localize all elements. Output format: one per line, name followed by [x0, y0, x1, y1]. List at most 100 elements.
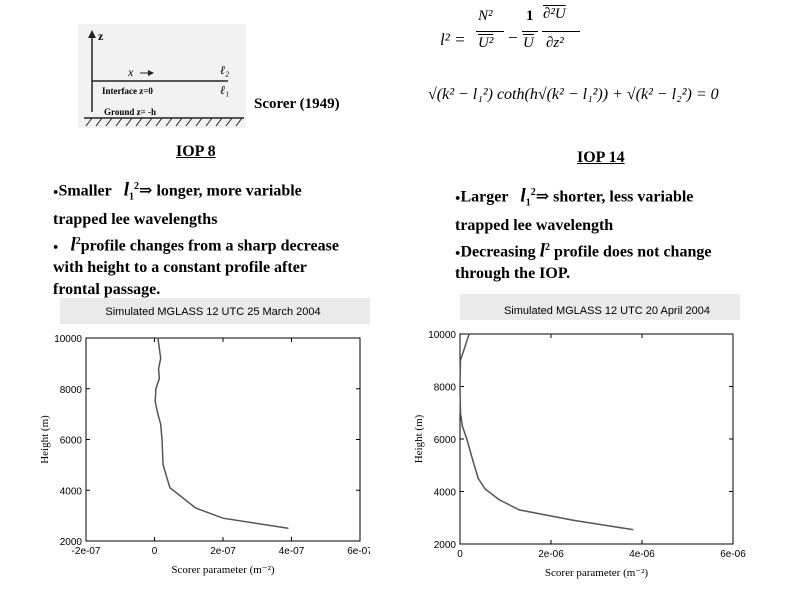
chart-title: Simulated MGLASS 12 UTC 20 April 2004: [504, 305, 710, 317]
y-axis-label: Height (m): [39, 415, 51, 464]
iop8-b2-sup: 2: [75, 235, 81, 247]
eq1-one: 1: [526, 8, 534, 24]
ground-hatching: [85, 117, 243, 127]
iop14-bullet-2-line2: through the IOP.: [455, 265, 571, 283]
iop14-b1-post: ⇒ shorter, less variable: [535, 188, 694, 206]
data-point: [287, 527, 289, 529]
iop14-bullet-1: ●Larger l12⇒ shorter, less variable: [455, 182, 785, 215]
data-point: [573, 519, 575, 521]
two-layer-sketch: z x ℓ₂ Interface z=0 ℓ₁ Ground z= -h: [78, 24, 246, 128]
data-point: [632, 528, 634, 531]
data-point: [459, 359, 462, 361]
chart-march: Simulated MGLASS 12 UTC 25 March 2004 -2…: [39, 298, 370, 576]
eq1-minus: −: [508, 28, 518, 47]
x-axis-label: Scorer parameter (m⁻²): [545, 567, 648, 579]
bullet-dot-icon: ●: [53, 241, 59, 252]
data-point: [468, 333, 470, 335]
iop8-b1-sup: 2: [134, 181, 140, 192]
iop8-b1-post: ⇒ longer, more variable: [139, 182, 302, 200]
data-point: [484, 488, 486, 490]
data-point: [155, 388, 157, 390]
data-point: [158, 378, 160, 380]
data-point: [461, 425, 463, 427]
data-point: [161, 438, 163, 441]
iop14-b1-sym: l: [520, 185, 526, 207]
iop8-b2-post: profile changes from a sharp decrease: [80, 236, 339, 254]
iop14-b1-pre: Larger: [460, 188, 509, 206]
data-point: [477, 477, 479, 479]
eq1-fraction-bar-1: [476, 31, 504, 32]
iop8-bullet-2-line3: frontal passage.: [53, 281, 161, 299]
y-tick-label: 6000: [60, 436, 83, 447]
y-tick-label: 2000: [434, 540, 457, 551]
plot-frame: [459, 333, 734, 545]
data-point: [498, 498, 500, 500]
data-point: [518, 509, 520, 511]
y-tick-label: 2000: [60, 537, 83, 548]
iop14-b1-sup: 2: [530, 187, 536, 198]
x-tick-label: 2e-06: [538, 549, 564, 560]
data-point: [154, 400, 156, 403]
bullet-dot-icon: ●: [455, 192, 461, 203]
eq1-u: U: [523, 35, 534, 51]
eq1-fraction-bar-3: [542, 31, 580, 32]
l2-label: ℓ₂: [220, 63, 229, 77]
y-tick-label: 4000: [60, 486, 83, 497]
y-tick-label: 10000: [428, 330, 456, 341]
y-tick-label: 10000: [54, 334, 82, 345]
data-point: [732, 333, 734, 335]
eq1-d2u: ∂²U: [543, 6, 566, 22]
data-point: [169, 487, 171, 489]
iop8-b2-sym: l: [70, 233, 76, 255]
data-point: [157, 337, 159, 339]
data-point: [466, 438, 468, 440]
data-point: [157, 413, 159, 415]
y-axis-label: Height (m): [413, 414, 425, 463]
plot-group: -2e-07 0 2e-07 4e-07 6e-07 2000 4000 6000 8000 10…: [39, 334, 370, 576]
data-point: [160, 423, 162, 425]
iop14-bullets: ●Larger l12⇒ shorter, less variable trap…: [455, 182, 785, 285]
iop14-bullet-1-line2: trapped lee wavelength: [455, 216, 614, 234]
data-point: [158, 367, 160, 370]
data-point: [459, 412, 462, 414]
iop8-b1-sym: l: [123, 179, 130, 201]
iop8-bullet-2: ● l2profile changes from a sharp decreas…: [53, 231, 398, 258]
iop14-bullet-2: ●Decreasing l2 profile does not change: [455, 237, 785, 264]
y-tick-label: 6000: [434, 435, 457, 446]
plot-frame: [85, 337, 361, 542]
iop14-b1-sub: 1: [525, 197, 531, 209]
eq1-lhs: l² =: [440, 30, 466, 49]
x-tick-label: 4e-06: [629, 549, 655, 560]
ground-label: Ground z= -h: [104, 107, 156, 117]
data-point: [222, 517, 224, 519]
x-axis-arrow: [148, 70, 154, 76]
x-tick-label: 0: [457, 549, 463, 560]
x-tick-label: 6e-07: [347, 546, 370, 557]
iop14-b2-post: profile does not change: [553, 242, 712, 260]
eq1-dz2: ∂z²: [546, 35, 564, 51]
z-axis-arrow: [88, 30, 96, 38]
data-point: [160, 357, 162, 359]
x-tick-label: 6e-06: [720, 549, 746, 560]
data-point: [162, 464, 164, 466]
iop14-b2-pre: Decreasing: [460, 242, 536, 260]
plot-group: 0 2e-06 4e-06 6e-06 2000 4000 6000 8000 10000 Sco…: [413, 330, 746, 579]
scorer-reference: Scorer (1949): [254, 96, 340, 112]
z-axis-label: z: [98, 29, 104, 43]
iop8-b1-pre: Smaller: [58, 182, 112, 200]
interface-label: Interface z=0: [102, 86, 153, 96]
eq1-denominator-u2: U²: [478, 35, 494, 51]
y-tick-label: 4000: [434, 488, 457, 499]
series-line: [459, 333, 733, 531]
iop8-b1-sub: 1: [129, 191, 135, 203]
y-tick-label: 8000: [60, 385, 83, 396]
iop8-bullet-2-line2: with height to a constant profile after: [53, 259, 307, 277]
data-point: [158, 347, 160, 349]
iop14-b2-sup: 2: [544, 241, 550, 253]
iop14-title: IOP 14: [577, 149, 625, 166]
x-axis-label: Scorer parameter (m⁻²): [171, 564, 274, 576]
iop8-bullet-1: ●Smaller l12⇒ longer, more variable: [53, 176, 398, 209]
x-tick-label: 2e-07: [210, 546, 236, 557]
chart-title: Simulated MGLASS 12 UTC 25 March 2004: [105, 306, 320, 318]
